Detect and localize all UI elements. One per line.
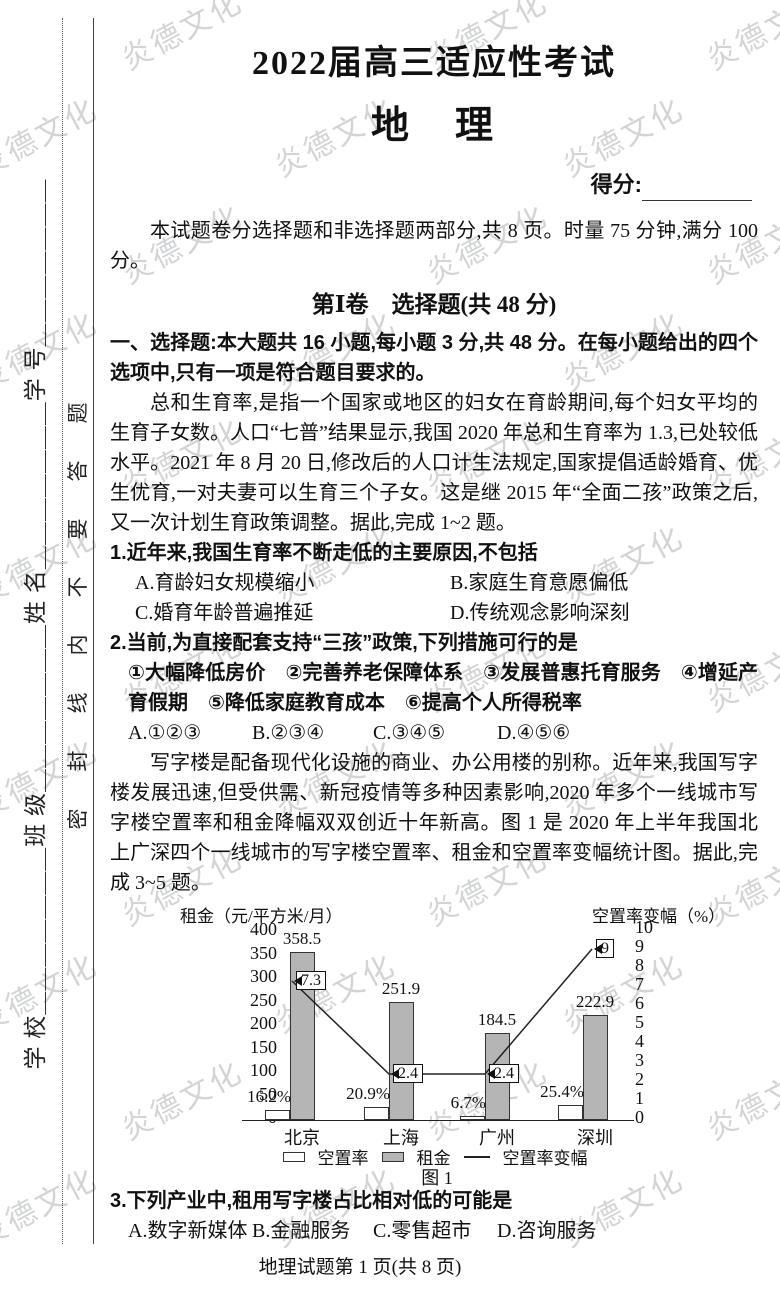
q2-option-a: A.①②③ — [128, 722, 202, 744]
passage-office-building: 写字楼是配备现代化设施的商业、办公用楼的别称。近年来,我国写字楼发展迅速,但受供… — [110, 752, 758, 894]
chart-bar-rent — [389, 1002, 414, 1120]
score-blank-line — [642, 176, 752, 201]
left-axis-tick: 50 — [259, 1083, 277, 1104]
question-2-options: A.①②③ B.②③④ C.③④⑤ D.④⑤⑥ — [110, 718, 758, 748]
left-axis-tick: 150 — [250, 1036, 277, 1057]
exam-title: 2022届高三适应性考试 — [252, 45, 616, 82]
line-point-label: 2.4 — [391, 1064, 423, 1083]
watermark: 炎德文化 — [0, 1162, 104, 1254]
left-axis-tick: 100 — [250, 1060, 277, 1080]
margin-border-line — [93, 18, 94, 1244]
left-axis-tick: 200 — [250, 1013, 277, 1033]
vacancy-change-line — [291, 948, 593, 1075]
right-axis-tick: 10 — [635, 917, 653, 937]
seal-dotted-line — [62, 18, 63, 1244]
legend-label: 空置率变幅 — [502, 1149, 588, 1168]
score-row: 得分: — [110, 170, 758, 204]
q1-option-b: B.家庭生育意愿偏低 — [450, 572, 629, 594]
right-axis-title: 空置率变幅（%） — [592, 907, 726, 926]
left-axis-title: 租金（元/平方米/月） — [180, 907, 343, 926]
q2-option-c: C.③④⑤ — [373, 722, 446, 744]
chart-legend: 空置率 租金 空置率变幅 — [220, 1144, 650, 1169]
chart-bar-rent — [583, 1015, 608, 1120]
q1-option-d: D.传统观念影响深刻 — [450, 602, 630, 624]
q1-option-a: A.育龄妇女规模缩小 — [135, 572, 315, 594]
exam-content: 2022届高三适应性考试 地 理 得分: 本试题卷分选择题和非选择题两部分,共 … — [110, 36, 758, 1246]
vacancy-value-label: 25.4% — [540, 1082, 584, 1101]
rent-swatch — [381, 1151, 404, 1162]
q2-option-d: D.④⑤⑥ — [497, 722, 571, 744]
vacancy-value-label: 20.9% — [346, 1084, 390, 1103]
question-2-items: ①大幅降低房价 ②完善养老保障体系 ③发展普惠托育服务 ④增延产育假期 ⑤降低家… — [128, 662, 758, 714]
chart-bar-vacancy — [265, 1110, 290, 1120]
x-category-label: 广州 — [479, 1128, 515, 1148]
left-axis-tick: 400 — [250, 919, 277, 939]
x-category-label: 北京 — [284, 1128, 320, 1148]
seal-line-text: 密 封 线 内 不 要 答 题 — [66, 394, 90, 830]
q2-option-b: B.②③④ — [252, 722, 325, 744]
q1-option-c: C.婚育年龄普遍推延 — [135, 602, 314, 624]
vacancy-swatch — [282, 1151, 305, 1162]
x-category-label: 深圳 — [577, 1128, 613, 1148]
legend-label: 空置率 — [317, 1149, 369, 1168]
chart-bar-vacancy — [558, 1105, 583, 1120]
rent-value-label: 251.9 — [381, 979, 421, 998]
right-axis-tick: 9 — [635, 936, 644, 956]
q3-option-c: C.零售超市 — [373, 1220, 472, 1242]
vacancy-value-label: 6.7% — [450, 1093, 486, 1112]
x-category-label: 上海 — [383, 1128, 419, 1148]
left-axis-tick: 350 — [250, 942, 277, 963]
passage-fertility: 总和生育率,是指一个国家或地区的妇女在育龄期间,每个妇女平均的生育子女数。人口“… — [110, 392, 758, 534]
right-axis-tick: 3 — [635, 1050, 644, 1070]
right-axis-tick: 0 — [635, 1107, 644, 1127]
q3-option-a: A.数字新媒体 — [128, 1220, 248, 1242]
q3-option-b: B.金融服务 — [252, 1220, 351, 1242]
right-axis-tick: 8 — [635, 955, 644, 975]
figure-caption: 图 1 — [421, 1168, 453, 1188]
question-2-stem: 2.当前,为直接配套支持“三孩”政策,下列措施可行的是 — [110, 632, 578, 654]
x-axis-line — [242, 1120, 634, 1121]
legend-label: 租金 — [416, 1149, 451, 1168]
right-axis-tick: 2 — [635, 1069, 644, 1089]
rent-value-label: 222.9 — [575, 992, 615, 1011]
question-1-options: A.育龄妇女规模缩小 B.家庭生育意愿偏低 C.婚育年龄普遍推延 D.传统观念影… — [110, 568, 758, 628]
line-point-label: 7.3 — [294, 971, 326, 990]
line-point-label: 2.4 — [487, 1064, 519, 1083]
question-3-stem: 3.下列产业中,租用写字楼占比相对低的可能是 — [110, 1190, 513, 1212]
chart-bar-vacancy — [460, 1116, 485, 1120]
rent-value-label: 358.5 — [282, 929, 322, 948]
right-axis-tick: 5 — [635, 1012, 644, 1032]
part1-title: 第Ⅰ卷 选择题(共 48 分) — [311, 292, 557, 317]
rent-value-label: 184.5 — [477, 1010, 517, 1029]
left-axis-tick: 300 — [250, 966, 277, 986]
right-axis-tick: 4 — [635, 1031, 644, 1051]
question-3-options: A.数字新媒体 B.金融服务 C.零售超市 D.咨询服务 — [110, 1216, 758, 1246]
subject-title: 地 理 — [370, 105, 497, 147]
student-info-fields: 学 校＿＿＿＿＿＿＿班 级＿＿＿＿＿＿＿姓 名＿＿＿＿＿＿＿学 号＿＿＿＿＿＿＿ — [23, 178, 48, 1070]
vacancy-value-label: 16.2% — [247, 1087, 291, 1106]
question-1-stem: 1.近年来,我国生育率不断走低的主要原因,不包括 — [110, 542, 538, 564]
right-axis-tick: 7 — [635, 974, 644, 994]
line-swatch — [463, 1155, 490, 1158]
q3-option-d: D.咨询服务 — [497, 1220, 597, 1242]
chart-bar-vacancy — [364, 1107, 389, 1120]
page-footer: 地理试题第 1 页(共 8 页) — [258, 1257, 462, 1278]
right-axis-tick: 1 — [635, 1088, 644, 1108]
score-label: 得分: — [590, 172, 642, 197]
figure-1-chart: 租金（元/平方米/月） 空置率变幅（%） 400 350 300 250 200 150 100… — [180, 898, 755, 1188]
section1-directive: 一、选择题:本大题共 16 小题,每小题 3 分,共 48 分。在每小题给出的四… — [110, 332, 758, 384]
right-axis-tick: 6 — [635, 993, 644, 1013]
line-point-label: 9 — [594, 939, 614, 958]
exam-instructions: 本试题卷分选择题和非选择题两部分,共 8 页。时量 75 分钟,满分 100 分… — [110, 220, 758, 272]
left-axis-tick: 250 — [250, 989, 277, 1010]
